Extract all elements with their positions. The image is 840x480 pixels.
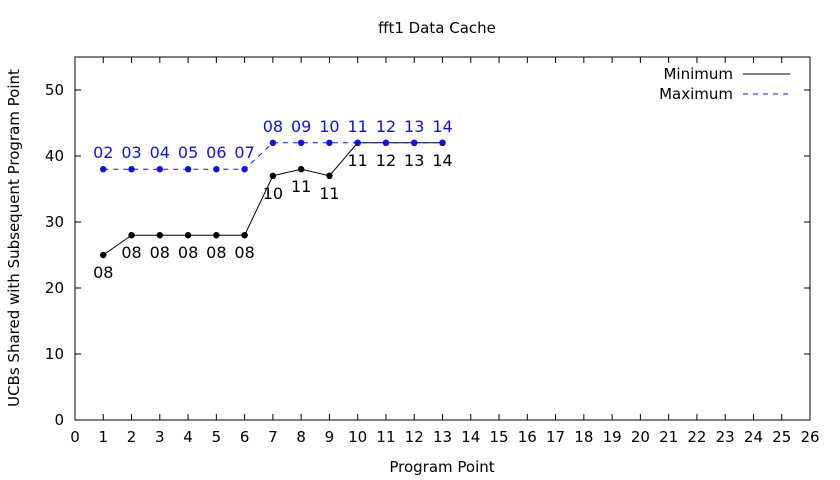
data-point [100, 166, 107, 173]
x-tick-label: 19 [603, 428, 622, 446]
data-label: 07 [234, 143, 254, 162]
x-tick-label: 23 [716, 428, 735, 446]
data-point [326, 139, 333, 146]
data-point [297, 139, 305, 146]
legend-label: Maximum [659, 85, 733, 103]
series-minimum: 08 08 08 08 08 08 10 11 11 11 12 13 14 [93, 139, 453, 282]
x-tick-label: 6 [240, 428, 250, 446]
series-maximum: 02 03 04 05 06 07 08 09 10 11 12 13 14 [93, 117, 453, 173]
data-label: 11 [291, 177, 311, 196]
x-tick-label: 15 [489, 428, 508, 446]
y-axis: 0 10 20 30 40 50 [45, 81, 810, 429]
data-label: 08 [263, 117, 283, 136]
data-label: 13 [404, 117, 424, 136]
data-label: 09 [291, 117, 311, 136]
y-axis-title: UCBs Shared with Subsequent Program Poin… [5, 69, 23, 407]
x-tick-label: 10 [348, 428, 367, 446]
data-point [100, 251, 107, 259]
data-label: 08 [206, 243, 226, 262]
data-label: 08 [121, 243, 141, 262]
x-tick-label: 9 [325, 428, 335, 446]
y-tick-label: 30 [45, 213, 64, 231]
data-label: 08 [150, 243, 170, 262]
data-point [184, 232, 192, 239]
data-point [411, 139, 418, 146]
x-tick-label: 1 [98, 428, 108, 446]
data-point [382, 139, 390, 146]
data-point [354, 139, 361, 146]
data-point [439, 139, 446, 146]
data-point [326, 172, 333, 179]
x-tick-label: 5 [212, 428, 222, 446]
x-tick-label: 20 [631, 428, 650, 446]
data-label: 14 [432, 151, 452, 170]
data-label: 08 [234, 243, 254, 262]
y-tick-label: 20 [45, 279, 64, 297]
data-point [241, 232, 248, 239]
x-tick-label: 25 [772, 428, 791, 446]
data-label: 11 [348, 151, 368, 170]
data-label: 06 [206, 143, 226, 162]
data-point [184, 166, 192, 173]
data-label: 04 [150, 143, 170, 162]
data-label: 10 [263, 184, 283, 203]
data-label: 05 [178, 143, 198, 162]
x-tick-label: 22 [687, 428, 706, 446]
x-tick-label: 0 [70, 428, 80, 446]
x-tick-label: 16 [518, 428, 537, 446]
x-tick-label: 4 [183, 428, 193, 446]
data-label: 13 [404, 151, 424, 170]
data-label: 10 [319, 117, 339, 136]
x-tick-label: 8 [296, 428, 306, 446]
data-label: 12 [376, 117, 396, 136]
x-tick-label: 2 [127, 428, 137, 446]
y-tick-label: 10 [45, 345, 64, 363]
x-axis-title: Program Point [389, 458, 494, 476]
y-tick-label: 50 [45, 81, 64, 99]
legend: Minimum Maximum [659, 65, 790, 103]
x-tick-label: 21 [659, 428, 678, 446]
data-label: 11 [348, 117, 368, 136]
data-label: 03 [121, 143, 141, 162]
data-point [213, 232, 220, 239]
x-axis: 0 1 2 3 4 5 6 7 8 9 10 11 12 13 14 15 16 17 18 19 20 21 22 23 24… [70, 57, 820, 446]
x-tick-label: 11 [376, 428, 395, 446]
y-tick-label: 40 [45, 147, 64, 165]
x-tick-label: 18 [574, 428, 593, 446]
data-point [241, 166, 248, 173]
chart-title: fft1 Data Cache [378, 19, 496, 37]
data-label: 08 [178, 243, 198, 262]
x-tick-label: 13 [433, 428, 452, 446]
data-label: 02 [93, 143, 113, 162]
data-label: 14 [432, 117, 452, 136]
data-point [213, 166, 220, 173]
y-tick-label: 0 [54, 411, 64, 429]
x-tick-label: 26 [800, 428, 819, 446]
x-tick-label: 12 [405, 428, 424, 446]
data-point [269, 172, 277, 179]
x-tick-label: 24 [744, 428, 763, 446]
x-tick-label: 3 [155, 428, 165, 446]
data-point [156, 166, 164, 173]
data-point [269, 139, 277, 146]
x-tick-label: 7 [268, 428, 278, 446]
x-tick-label: 17 [546, 428, 565, 446]
legend-label: Minimum [663, 65, 733, 83]
data-label: 08 [93, 263, 113, 282]
data-point [297, 166, 305, 173]
plot-frame [74, 56, 811, 421]
data-label: 12 [376, 151, 396, 170]
data-point [128, 232, 135, 239]
data-point [156, 232, 164, 239]
data-label: 11 [319, 184, 339, 203]
x-tick-label: 14 [461, 428, 480, 446]
data-point [128, 166, 135, 173]
